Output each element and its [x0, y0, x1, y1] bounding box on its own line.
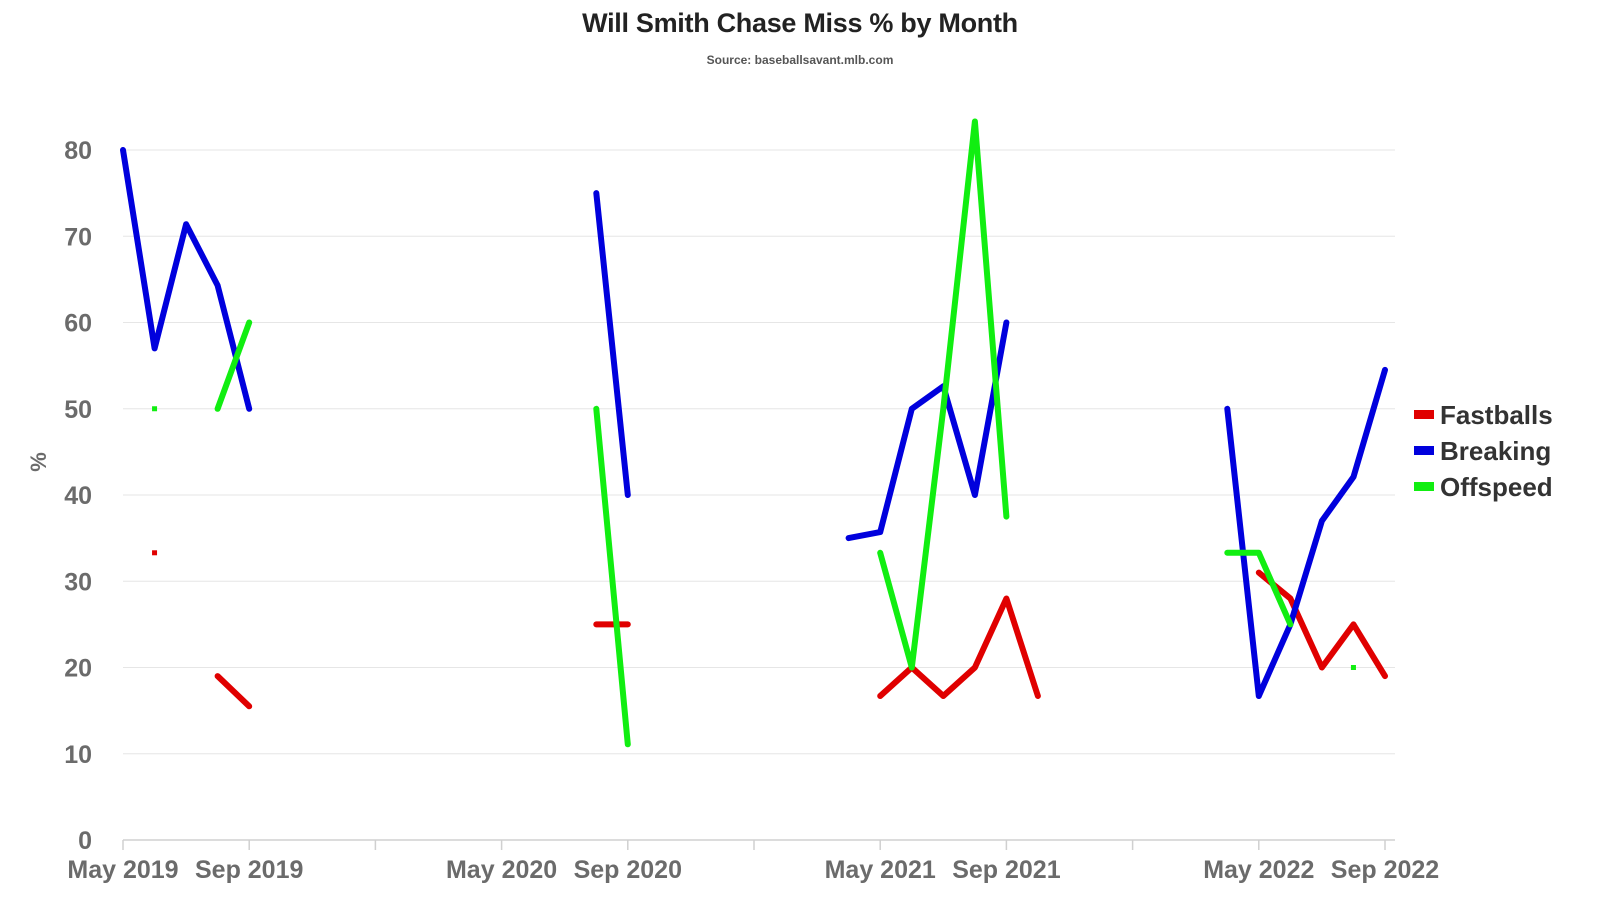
series-line-segment [593, 405, 631, 748]
data-point [1350, 665, 1356, 670]
series-lines [120, 118, 1388, 748]
legend: Fastballs Breaking Offspeed [1414, 400, 1553, 502]
y-tick-label: 0 [78, 827, 92, 855]
series-line-segment [845, 319, 1010, 542]
chart-title: Will Smith Chase Miss % by Month [582, 8, 1018, 38]
chart-subtitle: Source: baseballsavant.mlb.com [706, 53, 894, 67]
series-line-segment [1255, 569, 1388, 680]
gridlines [123, 149, 1395, 755]
x-tick-label: May 2020 [446, 856, 557, 884]
y-tick-label: 50 [64, 396, 92, 424]
y-axis-label: % [26, 452, 51, 472]
y-tick-label: 20 [64, 655, 92, 683]
y-tick-label: 60 [64, 310, 92, 338]
data-point [152, 406, 158, 412]
x-tick-label: May 2022 [1203, 856, 1314, 884]
legend-label-breaking: Breaking [1440, 436, 1551, 466]
y-tick-label: 80 [64, 137, 92, 165]
x-tick-label: Sep 2019 [195, 856, 303, 884]
y-tick-label: 10 [64, 741, 92, 769]
x-tick-label: Sep 2020 [574, 856, 682, 884]
series-breaking [120, 147, 1388, 699]
y-tick-label: 70 [64, 223, 92, 251]
series-fastballs [152, 550, 1388, 710]
axes: 0 10 20 30 40 50 60 70 80 May 2019 Sep 2019 May 202… [26, 137, 1439, 884]
legend-swatch [1414, 410, 1434, 419]
data-point [152, 550, 158, 556]
series-line-segment [877, 595, 1041, 699]
series-line-segment [120, 147, 253, 412]
legend-swatch [1414, 482, 1434, 491]
series-line-segment [877, 118, 1010, 671]
series-line-segment [1224, 366, 1388, 699]
series-line-segment [593, 190, 631, 498]
series-line-segment [214, 673, 253, 710]
y-tick-label: 40 [64, 482, 92, 510]
legend-label-fastballs: Fastballs [1440, 400, 1553, 430]
y-tick-label: 30 [64, 568, 92, 596]
x-tick-label: May 2021 [825, 856, 936, 884]
series-line-segment [214, 319, 253, 412]
legend-label-offspeed: Offspeed [1440, 472, 1553, 502]
series-offspeed [152, 118, 1356, 748]
x-tick-label: Sep 2022 [1331, 856, 1439, 884]
legend-swatch [1414, 446, 1434, 455]
series-line-segment [1224, 549, 1294, 628]
x-tick-label: May 2019 [67, 856, 178, 884]
x-tick-label: Sep 2021 [952, 856, 1061, 884]
